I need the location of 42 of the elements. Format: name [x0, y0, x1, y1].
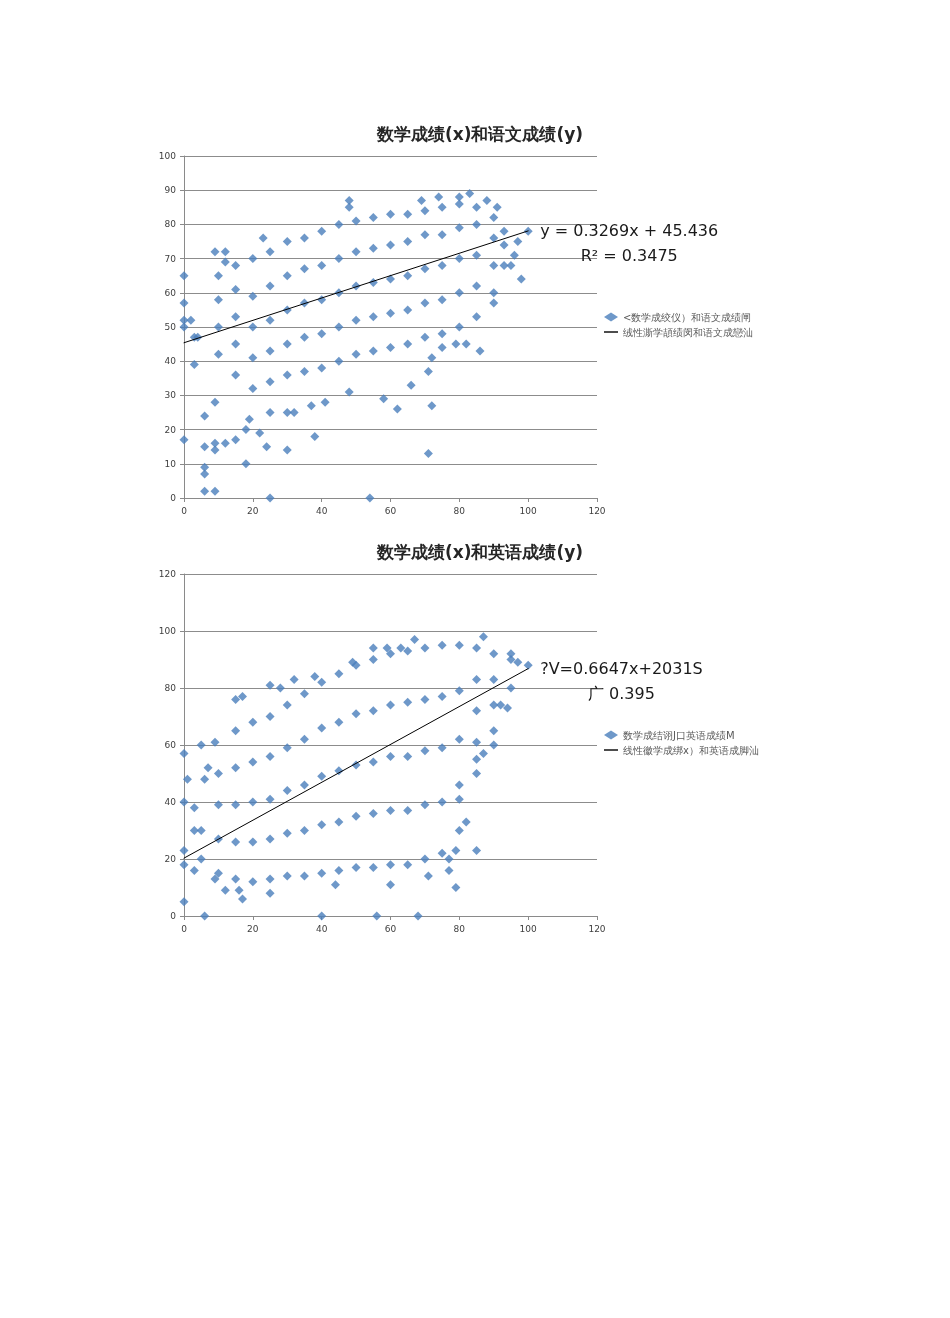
y-tick-label: 70 [164, 253, 177, 264]
y-tick-label: 50 [164, 322, 177, 332]
x-tick-label: 80 [453, 505, 466, 516]
y-tick-label: 30 [164, 390, 177, 401]
y-tick-label: 100 [158, 626, 177, 636]
x-tick-label: 120 [588, 923, 606, 934]
x-tick-label: 0 [181, 505, 188, 516]
y-tick-label: 40 [164, 797, 177, 807]
chart-title: 数学成绩(x)和英语成绩(y) [375, 541, 584, 562]
x-tick-label: 60 [384, 505, 397, 516]
annotation: y = 0.3269x + 45.436 [540, 221, 719, 241]
x-tick-label: 80 [453, 923, 466, 934]
chart-title: 数学成绩(x)和语文成绩(y) [375, 123, 584, 144]
y-tick-label: 40 [164, 356, 177, 367]
y-tick-label: 80 [164, 683, 177, 693]
y-tick-label: 80 [164, 219, 177, 230]
y-tick-label: 120 [158, 569, 177, 579]
x-tick-label: 100 [519, 505, 538, 516]
annotation: R² = 0.3475 [580, 246, 678, 266]
legend-label: <数学成绞仪）和语文成绩闸 [623, 311, 752, 323]
annotation: ?V=0.6647x+2031S [540, 659, 703, 679]
x-tick-label: 40 [315, 505, 328, 516]
y-tick-label: 10 [164, 458, 177, 469]
y-tick-label: 60 [164, 287, 177, 298]
x-tick-label: 120 [588, 505, 606, 516]
x-tick-label: 20 [247, 923, 259, 934]
x-tick-label: 0 [181, 923, 188, 934]
y-tick-label: 20 [164, 424, 177, 435]
y-tick-label: 60 [164, 740, 177, 750]
legend-label: 绒性澌学頡绩闵和语文成戀汕 [623, 326, 753, 338]
y-tick-label: 20 [164, 854, 177, 864]
y-tick-label: 0 [170, 911, 177, 921]
y-tick-label: 100 [158, 151, 177, 161]
y-tick-label: 90 [164, 185, 177, 196]
legend-label: 线性徽学成绑x）和英语成脚汕 [623, 744, 759, 756]
y-tick-label: 0 [170, 493, 177, 503]
x-tick-label: 60 [384, 923, 397, 934]
x-tick-label: 40 [315, 923, 328, 934]
legend-label: 数学成结诩J口英语成绩M [623, 729, 735, 741]
x-tick-label: 20 [247, 505, 259, 516]
x-tick-label: 100 [519, 923, 538, 934]
annotation: 广 0.395 [588, 684, 655, 704]
